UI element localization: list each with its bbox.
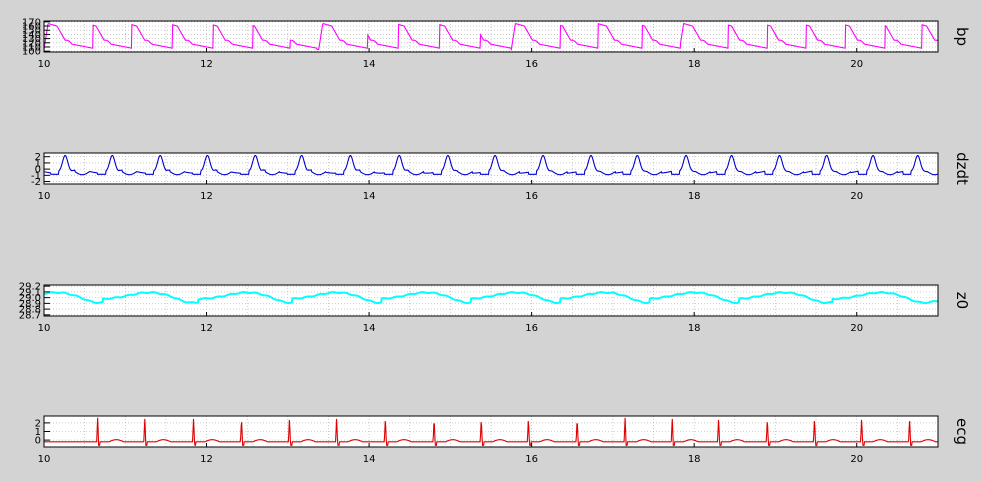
xtick-label: 20 bbox=[850, 323, 863, 334]
xtick-label: 18 bbox=[688, 454, 701, 465]
xtick-label: 20 bbox=[850, 454, 863, 465]
xtick-label: 20 bbox=[850, 59, 863, 70]
xtick-label: 10 bbox=[38, 59, 51, 70]
xtick-label: 14 bbox=[363, 59, 376, 70]
xtick-label: 12 bbox=[200, 191, 213, 202]
xtick-label: 12 bbox=[200, 454, 213, 465]
xtick-label: 20 bbox=[850, 191, 863, 202]
ytick-label: 0 bbox=[35, 436, 41, 447]
channel-label-ecg: ecg bbox=[953, 418, 971, 445]
channel-label-dzdt: dzdt bbox=[953, 152, 971, 185]
xtick-label: 16 bbox=[525, 191, 538, 202]
channel-label-z0: z0 bbox=[953, 292, 971, 309]
ytick-label: 28.7 bbox=[19, 310, 41, 321]
xtick-label: 10 bbox=[38, 191, 51, 202]
xtick-label: 16 bbox=[525, 323, 538, 334]
xtick-label: 18 bbox=[688, 59, 701, 70]
channel-label-bp: bp bbox=[953, 27, 971, 46]
xtick-label: 18 bbox=[688, 323, 701, 334]
xtick-label: 12 bbox=[200, 59, 213, 70]
xtick-label: 14 bbox=[363, 454, 376, 465]
xtick-label: 12 bbox=[200, 323, 213, 334]
xtick-label: 16 bbox=[525, 454, 538, 465]
xtick-label: 10 bbox=[38, 323, 51, 334]
xtick-label: 10 bbox=[38, 454, 51, 465]
ytick-label: -2 bbox=[31, 177, 41, 188]
xtick-label: 14 bbox=[363, 323, 376, 334]
xtick-label: 18 bbox=[688, 191, 701, 202]
xtick-label: 14 bbox=[363, 191, 376, 202]
xtick-label: 16 bbox=[525, 59, 538, 70]
ytick-label: 100 bbox=[22, 47, 41, 58]
